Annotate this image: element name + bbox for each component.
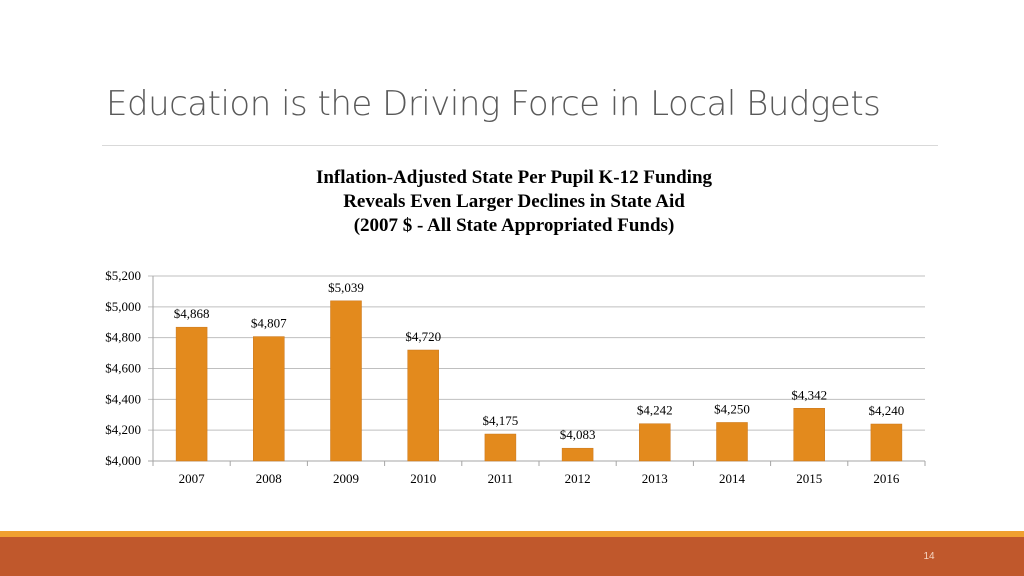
- x-tick-label-2014: 2014: [719, 471, 746, 486]
- y-tick-label: $4,400: [105, 391, 141, 406]
- bar-2014: [716, 422, 748, 462]
- bar-2016: [870, 423, 903, 462]
- footer-accent-line: [0, 531, 1024, 537]
- chart-title-line-1: Inflation-Adjusted State Per Pupil K-12 …: [315, 167, 713, 188]
- data-label-2014: $4,250: [714, 401, 750, 416]
- bar-2007: [175, 326, 208, 462]
- bars: [175, 300, 903, 462]
- x-tick-label-2013: 2013: [642, 471, 668, 486]
- y-tick-label: $4,000: [105, 453, 141, 468]
- x-tick-label-2009: 2009: [333, 471, 359, 486]
- chart-title-line-2: Reveals Even Larger Declines in State Ai…: [343, 191, 685, 212]
- labels: $4,000 $4,200 $4,400 $4,600 $4,800 $5,000 $5,2…: [105, 268, 904, 486]
- data-label-2015: $4,342: [791, 387, 827, 402]
- y-tick-label: $5,000: [105, 299, 141, 314]
- bar-2013: [639, 423, 671, 462]
- bar-2009: [330, 300, 362, 462]
- chart-title: Inflation-Adjusted State Per Pupil K-12 …: [214, 166, 814, 238]
- data-label-2009: $5,039: [328, 280, 364, 295]
- y-tick-label: $4,600: [105, 361, 141, 376]
- data-label-2010: $4,720: [405, 329, 441, 344]
- x-tick-label-2011: 2011: [488, 471, 514, 486]
- bar-2008: [253, 336, 285, 462]
- x-tick-label-2010: 2010: [410, 471, 436, 486]
- x-tick-label-2012: 2012: [565, 471, 591, 486]
- y-tick-label: $5,200: [105, 268, 141, 283]
- data-label-2011: $4,175: [483, 413, 519, 428]
- x-tick-label-2008: 2008: [256, 471, 282, 486]
- bar-2015: [793, 408, 825, 462]
- slide-title: Education is the Driving Force in Local …: [106, 84, 881, 124]
- axes: [152, 276, 926, 466]
- y-tick-label: $4,800: [105, 330, 141, 345]
- data-label-2013: $4,242: [637, 403, 673, 418]
- data-label-2016: $4,240: [869, 403, 905, 418]
- data-label-2012: $4,083: [560, 427, 596, 442]
- x-tick-label-2007: 2007: [179, 471, 206, 486]
- y-tick-label: $4,200: [105, 422, 141, 437]
- data-label-2008: $4,807: [251, 316, 287, 331]
- chart-title-line-3: (2007 $ - All State Appropriated Funds): [353, 215, 675, 236]
- data-label-2007: $4,868: [174, 306, 210, 321]
- x-tick-label-2016: 2016: [873, 471, 900, 486]
- footer-band: [0, 537, 1024, 576]
- x-tick-label-2015: 2015: [796, 471, 822, 486]
- page-number: 14: [923, 551, 935, 562]
- bar-2010: [407, 349, 439, 462]
- title-divider: [102, 145, 938, 146]
- bar-2012: [561, 447, 594, 462]
- bar-2011: [484, 433, 517, 462]
